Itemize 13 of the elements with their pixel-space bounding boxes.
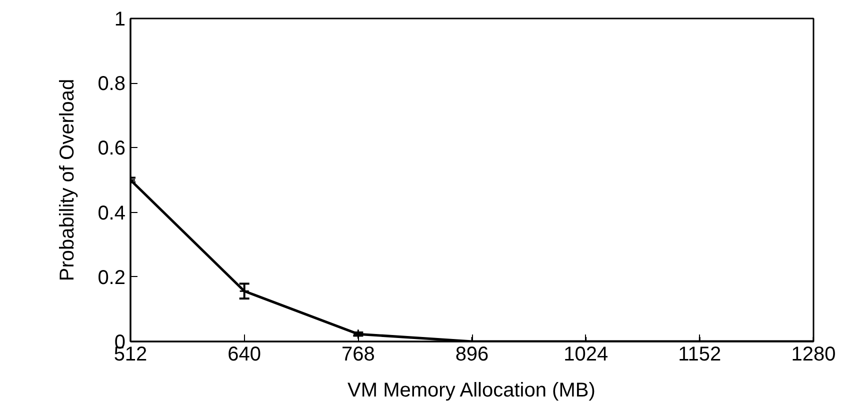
y-tick-label: 0.6 xyxy=(98,138,126,160)
x-tick-label: 1152 xyxy=(678,344,722,366)
y-axis-title: Probability of Overload xyxy=(56,78,79,282)
x-axis-title: VM Memory Allocation (MB) xyxy=(348,380,596,402)
y-tick-label: 0.8 xyxy=(98,73,126,96)
x-tick-label: 768 xyxy=(341,344,375,366)
y-tick-label: 0.4 xyxy=(98,202,126,224)
y-tick-label: 1 xyxy=(114,8,126,30)
x-tick-label: 1024 xyxy=(564,344,608,366)
x-tick-label: 1280 xyxy=(791,344,836,366)
x-tick-label: 896 xyxy=(455,344,489,366)
y-tick-label: 0.2 xyxy=(98,266,126,289)
x-tick-label: 640 xyxy=(228,344,262,366)
